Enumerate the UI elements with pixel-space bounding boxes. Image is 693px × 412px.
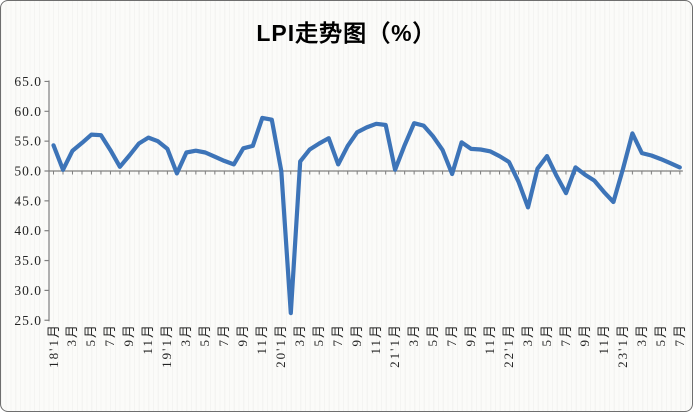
y-axis-label: 40.0: [14, 223, 42, 238]
y-axis-label: 45.0: [14, 193, 42, 208]
y-axis-label: 65.0: [14, 74, 42, 89]
y-axis-label: 25.0: [14, 313, 42, 328]
y-axis-label: 60.0: [14, 104, 42, 119]
y-axis-label: 35.0: [14, 253, 42, 268]
chart-title: LPI走势图（%）: [256, 20, 437, 46]
y-axis-label: 30.0: [14, 283, 42, 298]
lpi-series-line: [51, 115, 682, 316]
y-axis-label: 50.0: [14, 164, 42, 179]
y-axis-label: 55.0: [14, 134, 42, 149]
